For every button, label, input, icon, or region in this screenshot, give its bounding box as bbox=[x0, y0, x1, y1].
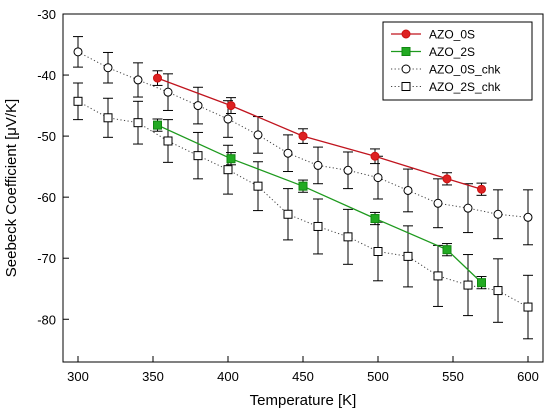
y-axis-title: Seebeck Coefficient [μV/K] bbox=[3, 99, 20, 277]
data-point bbox=[298, 181, 308, 191]
data-point bbox=[283, 148, 293, 158]
data-point bbox=[73, 47, 83, 57]
legend-item: AZO_2S_chk bbox=[391, 80, 501, 94]
data-point bbox=[373, 246, 383, 256]
legend-item: AZO_0S bbox=[391, 28, 475, 42]
data-point bbox=[403, 185, 413, 195]
data-point bbox=[103, 63, 113, 73]
data-point bbox=[223, 165, 233, 175]
legend-marker bbox=[401, 47, 411, 56]
y-tick-label: -80 bbox=[37, 312, 56, 327]
data-point bbox=[523, 302, 533, 312]
data-point bbox=[226, 154, 236, 164]
data-point bbox=[283, 209, 293, 219]
data-point bbox=[253, 181, 263, 191]
data-point bbox=[133, 118, 143, 128]
data-point bbox=[442, 174, 452, 184]
data-point bbox=[493, 286, 503, 296]
x-tick-label: 400 bbox=[217, 369, 239, 384]
data-point bbox=[433, 271, 443, 281]
legend-marker bbox=[401, 64, 411, 74]
data-point bbox=[403, 251, 413, 261]
data-point bbox=[193, 101, 203, 111]
series-layer bbox=[73, 36, 533, 340]
data-point bbox=[493, 209, 503, 219]
data-point bbox=[477, 278, 486, 288]
data-point bbox=[313, 160, 323, 170]
legend: AZO_0S AZO_2S AZO_0S_chk AZO_2S_chk bbox=[382, 21, 533, 101]
data-point bbox=[298, 131, 308, 141]
y-tick-label: -30 bbox=[37, 7, 56, 22]
series-azo-0s bbox=[152, 70, 487, 196]
data-point bbox=[433, 198, 443, 208]
legend-marker bbox=[401, 82, 411, 91]
data-point bbox=[103, 113, 113, 123]
series-azo-2s-chk bbox=[73, 82, 533, 340]
data-point bbox=[343, 165, 353, 175]
data-point bbox=[370, 214, 380, 224]
legend-label: AZO_2S bbox=[429, 45, 475, 59]
data-point bbox=[193, 151, 203, 161]
data-point bbox=[373, 173, 383, 183]
data-point bbox=[153, 73, 162, 83]
y-tick-label: -70 bbox=[37, 251, 56, 266]
data-point bbox=[313, 221, 323, 231]
legend-label: AZO_0S_chk bbox=[429, 63, 501, 77]
data-point bbox=[253, 130, 263, 140]
x-tick-label: 350 bbox=[142, 369, 164, 384]
x-tick-label: 500 bbox=[367, 369, 389, 384]
data-point bbox=[226, 101, 236, 111]
data-point bbox=[223, 114, 233, 124]
x-tick-label: 450 bbox=[292, 369, 314, 384]
data-point bbox=[163, 87, 173, 97]
legend-marker bbox=[401, 29, 411, 39]
y-tick-label: -50 bbox=[37, 129, 56, 144]
y-tick-label: -40 bbox=[37, 68, 56, 83]
x-tick-label: 550 bbox=[442, 369, 464, 384]
series-line bbox=[157, 77, 482, 190]
legend-item: AZO_2S bbox=[391, 45, 475, 59]
x-axis-title: Temperature [K] bbox=[250, 392, 357, 409]
legend-label: AZO_2S_chk bbox=[429, 80, 501, 94]
data-point bbox=[442, 245, 452, 255]
data-point bbox=[370, 151, 380, 161]
data-point bbox=[133, 75, 143, 85]
data-point bbox=[477, 184, 486, 194]
legend-label: AZO_0S bbox=[429, 28, 475, 42]
data-point bbox=[163, 136, 173, 146]
series-azo-2s bbox=[152, 118, 487, 290]
data-point bbox=[153, 120, 162, 130]
legend-item: AZO_0S_chk bbox=[391, 63, 501, 77]
data-point bbox=[463, 280, 473, 290]
series-line bbox=[77, 51, 529, 218]
y-tick-label: -60 bbox=[37, 190, 56, 205]
data-point bbox=[463, 203, 473, 213]
x-tick-label: 300 bbox=[67, 369, 89, 384]
data-point bbox=[73, 96, 83, 106]
series-line bbox=[157, 124, 482, 284]
data-point bbox=[343, 232, 353, 242]
x-tick-label: 600 bbox=[517, 369, 539, 384]
data-point bbox=[523, 212, 533, 222]
axis-layer: 300 350 400 450 500 550 600 -30 -40 -50 -60 -70 -80 bbox=[37, 7, 539, 384]
